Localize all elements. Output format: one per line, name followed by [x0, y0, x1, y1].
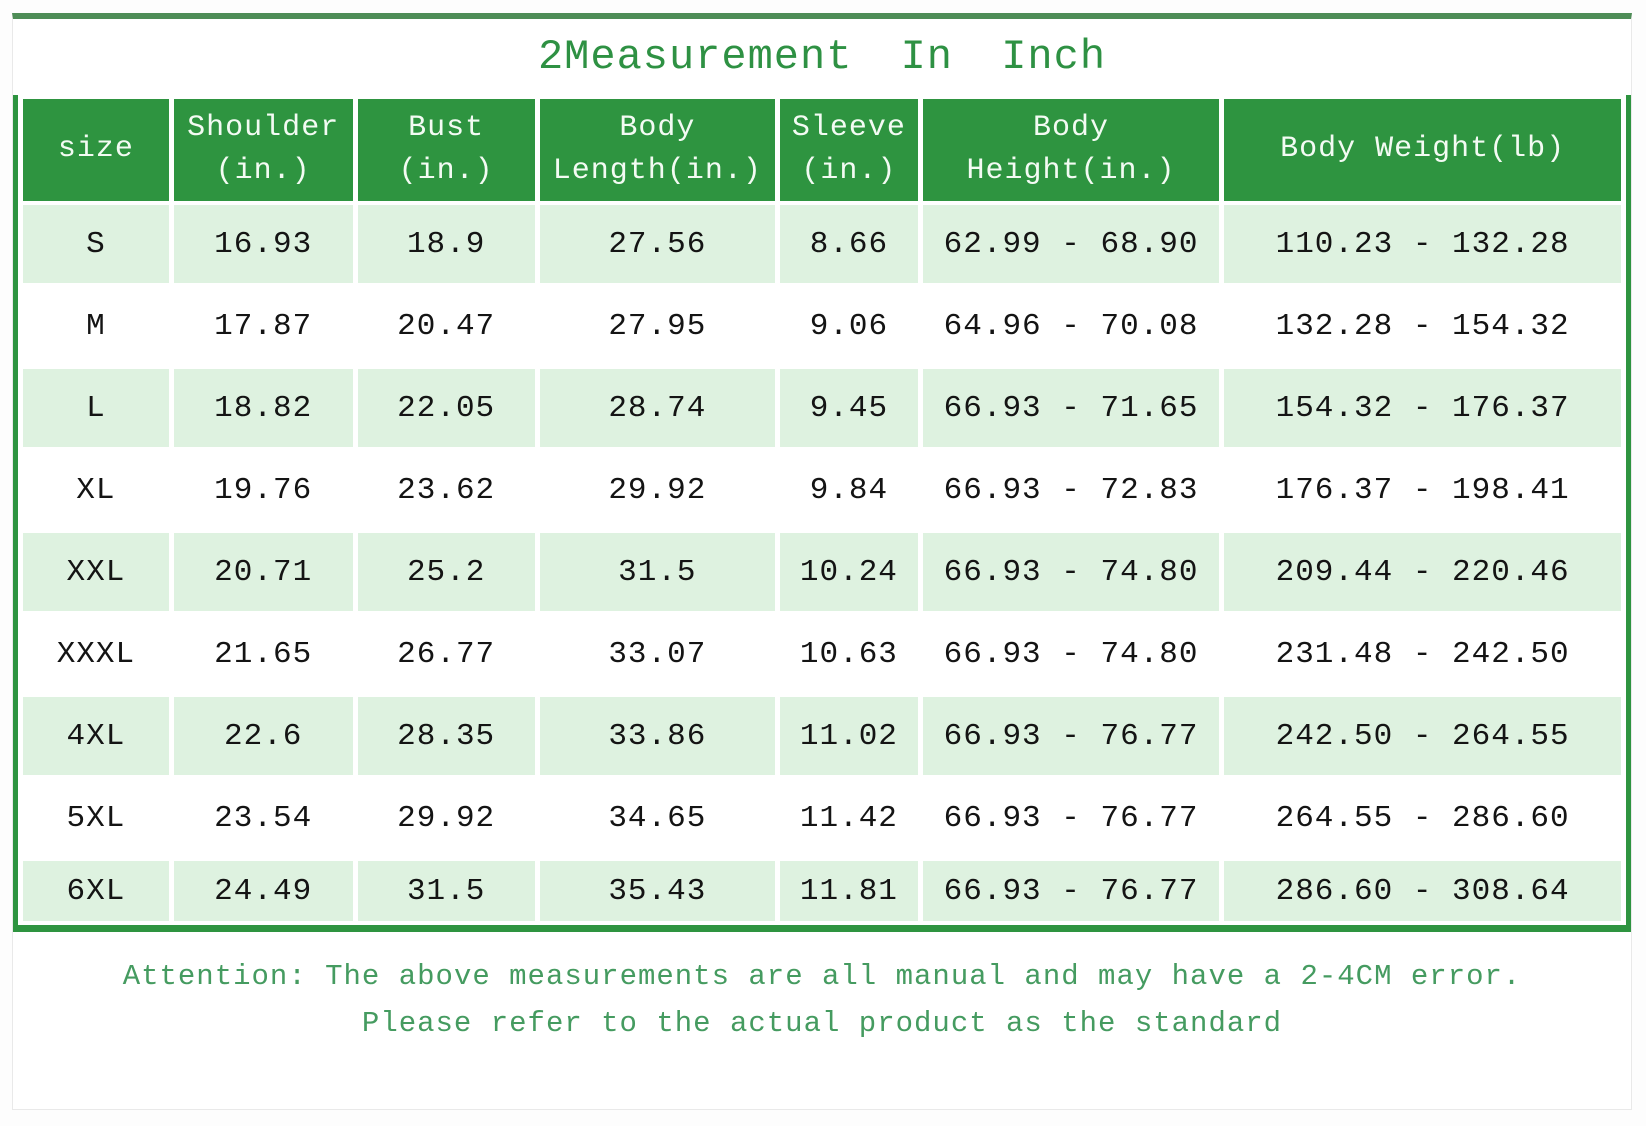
- attention-note-line1: Attention: The above measurements are al…: [122, 960, 1522, 993]
- cell-shoulder: 23.54: [214, 800, 313, 836]
- cell-body-length: 29.92: [608, 472, 707, 508]
- cell-bust: 25.2: [357, 533, 535, 611]
- size-chart-table: size Shoulder (in.) Bust (in.) Body Leng…: [13, 95, 1631, 932]
- col-header-size: size: [23, 99, 169, 201]
- cell-size: L: [23, 369, 169, 447]
- cell-body-weight: 176.37 - 198.41: [1275, 472, 1570, 508]
- cell-size: XL: [76, 472, 116, 508]
- cell-sleeve: 9.84: [809, 472, 889, 508]
- cell-shoulder: 21.65: [214, 636, 313, 672]
- cell-body-weight: 286.60 - 308.64: [1224, 861, 1621, 921]
- col-header-shoulder: Shoulder (in.): [173, 99, 353, 201]
- cell-sleeve: 9.06: [809, 308, 889, 344]
- cell-body-weight: 209.44 - 220.46: [1224, 533, 1621, 611]
- col-header-size-label: size: [57, 132, 134, 167]
- cell-body-weight: 231.48 - 242.50: [1275, 636, 1570, 672]
- cell-bust: 22.05: [357, 369, 535, 447]
- col-header-body-length: Body Length(in.): [539, 99, 775, 201]
- cell-shoulder: 22.6: [173, 697, 353, 775]
- cell-sleeve: 10.24: [779, 533, 918, 611]
- cell-body-weight: 242.50 - 264.55: [1224, 697, 1621, 775]
- cell-bust: 20.47: [397, 308, 496, 344]
- attention-note-line2: Please refer to the actual product as th…: [361, 1006, 1283, 1040]
- col-header-body-weight-label: Body Weight(lb): [1280, 132, 1566, 167]
- col-header-bust: Bust (in.): [357, 99, 535, 201]
- cell-body-height: 66.93 - 72.83: [943, 472, 1199, 508]
- col-header-body-length-label: Body: [619, 110, 696, 145]
- table-row-xxl: XXL 20.71 25.2 31.5 10.24 66.93 - 74.80 …: [23, 533, 1621, 611]
- table-row-s: S 16.93 18.9 27.56 8.66 62.99 - 68.90 11…: [23, 205, 1621, 283]
- cell-body-length: 33.86: [539, 697, 775, 775]
- col-header-sleeve: Sleeve (in.): [779, 99, 918, 201]
- cell-body-length: 34.65: [608, 800, 707, 836]
- cell-sleeve: 11.81: [779, 861, 918, 921]
- attention-note: Attention: The above measurements are al…: [13, 932, 1631, 1058]
- table-row-m: M 17.87 20.47 27.95 9.06 64.96 - 70.08 1…: [23, 287, 1621, 365]
- cell-shoulder: 19.76: [214, 472, 313, 508]
- cell-size: 5XL: [66, 800, 126, 836]
- cell-sleeve: 11.02: [779, 697, 918, 775]
- col-header-body-height-label: Body: [1033, 110, 1110, 145]
- cell-bust: 18.9: [357, 205, 535, 283]
- table-row-xxxl: XXXL 21.65 26.77 33.07 10.63 66.93 - 74.…: [23, 615, 1621, 693]
- col-header-sleeve-label: Sleeve: [791, 110, 906, 145]
- cell-body-height: 64.96 - 70.08: [943, 308, 1199, 344]
- table-row-4xl: 4XL 22.6 28.35 33.86 11.02 66.93 - 76.77…: [23, 697, 1621, 775]
- table-row-l: L 18.82 22.05 28.74 9.45 66.93 - 71.65 1…: [23, 369, 1621, 447]
- cell-body-weight: 132.28 - 154.32: [1275, 308, 1570, 344]
- cell-sleeve: 11.42: [799, 800, 898, 836]
- size-chart-card: 2Measurement In Inch size Shoulder (in.): [12, 13, 1632, 1110]
- cell-body-weight: 110.23 - 132.28: [1224, 205, 1621, 283]
- cell-body-weight: 264.55 - 286.60: [1275, 800, 1570, 836]
- cell-body-length: 31.5: [539, 533, 775, 611]
- cell-size: XXXL: [56, 636, 136, 672]
- cell-body-length: 27.56: [539, 205, 775, 283]
- cell-bust: 23.62: [397, 472, 496, 508]
- col-header-bust-label: Bust: [408, 110, 485, 145]
- cell-body-length: 35.43: [539, 861, 775, 921]
- cell-size: M: [86, 308, 106, 344]
- table-row-xl: XL 19.76 23.62 29.92 9.84 66.93 - 72.83 …: [23, 451, 1621, 529]
- cell-size: S: [23, 205, 169, 283]
- page-title: 2Measurement In Inch: [537, 33, 1107, 81]
- cell-body-length: 28.74: [539, 369, 775, 447]
- cell-body-height: 62.99 - 68.90: [922, 205, 1220, 283]
- cell-shoulder: 20.71: [173, 533, 353, 611]
- cell-size: XXL: [23, 533, 169, 611]
- cell-body-height: 66.93 - 76.77: [943, 800, 1199, 836]
- cell-shoulder: 16.93: [173, 205, 353, 283]
- cell-shoulder: 17.87: [214, 308, 313, 344]
- cell-body-weight: 154.32 - 176.37: [1224, 369, 1621, 447]
- cell-body-height: 66.93 - 74.80: [922, 533, 1220, 611]
- cell-body-length: 27.95: [608, 308, 707, 344]
- cell-body-height: 66.93 - 74.80: [943, 636, 1199, 672]
- cell-bust: 28.35: [357, 697, 535, 775]
- cell-shoulder: 24.49: [173, 861, 353, 921]
- cell-bust: 31.5: [357, 861, 535, 921]
- col-header-body-height: Body Height(in.): [922, 99, 1220, 201]
- cell-bust: 26.77: [397, 636, 496, 672]
- cell-sleeve: 8.66: [779, 205, 918, 283]
- cell-body-height: 66.93 - 71.65: [922, 369, 1220, 447]
- table-row-5xl: 5XL 23.54 29.92 34.65 11.42 66.93 - 76.7…: [23, 779, 1621, 857]
- cell-shoulder: 18.82: [173, 369, 353, 447]
- cell-body-height: 66.93 - 76.77: [922, 697, 1220, 775]
- cell-bust: 29.92: [397, 800, 496, 836]
- col-header-body-weight: Body Weight(lb): [1224, 99, 1621, 201]
- col-header-shoulder-label: Shoulder: [187, 110, 340, 145]
- cell-size: 4XL: [23, 697, 169, 775]
- cell-sleeve: 10.63: [799, 636, 898, 672]
- cell-body-height: 66.93 - 76.77: [922, 861, 1220, 921]
- cell-body-length: 33.07: [608, 636, 707, 672]
- table-row-6xl: 6XL 24.49 31.5 35.43 11.81 66.93 - 76.77…: [23, 861, 1621, 921]
- cell-sleeve: 9.45: [779, 369, 918, 447]
- header-row: size Shoulder (in.) Bust (in.) Body Leng…: [23, 99, 1621, 201]
- cell-size: 6XL: [23, 861, 169, 921]
